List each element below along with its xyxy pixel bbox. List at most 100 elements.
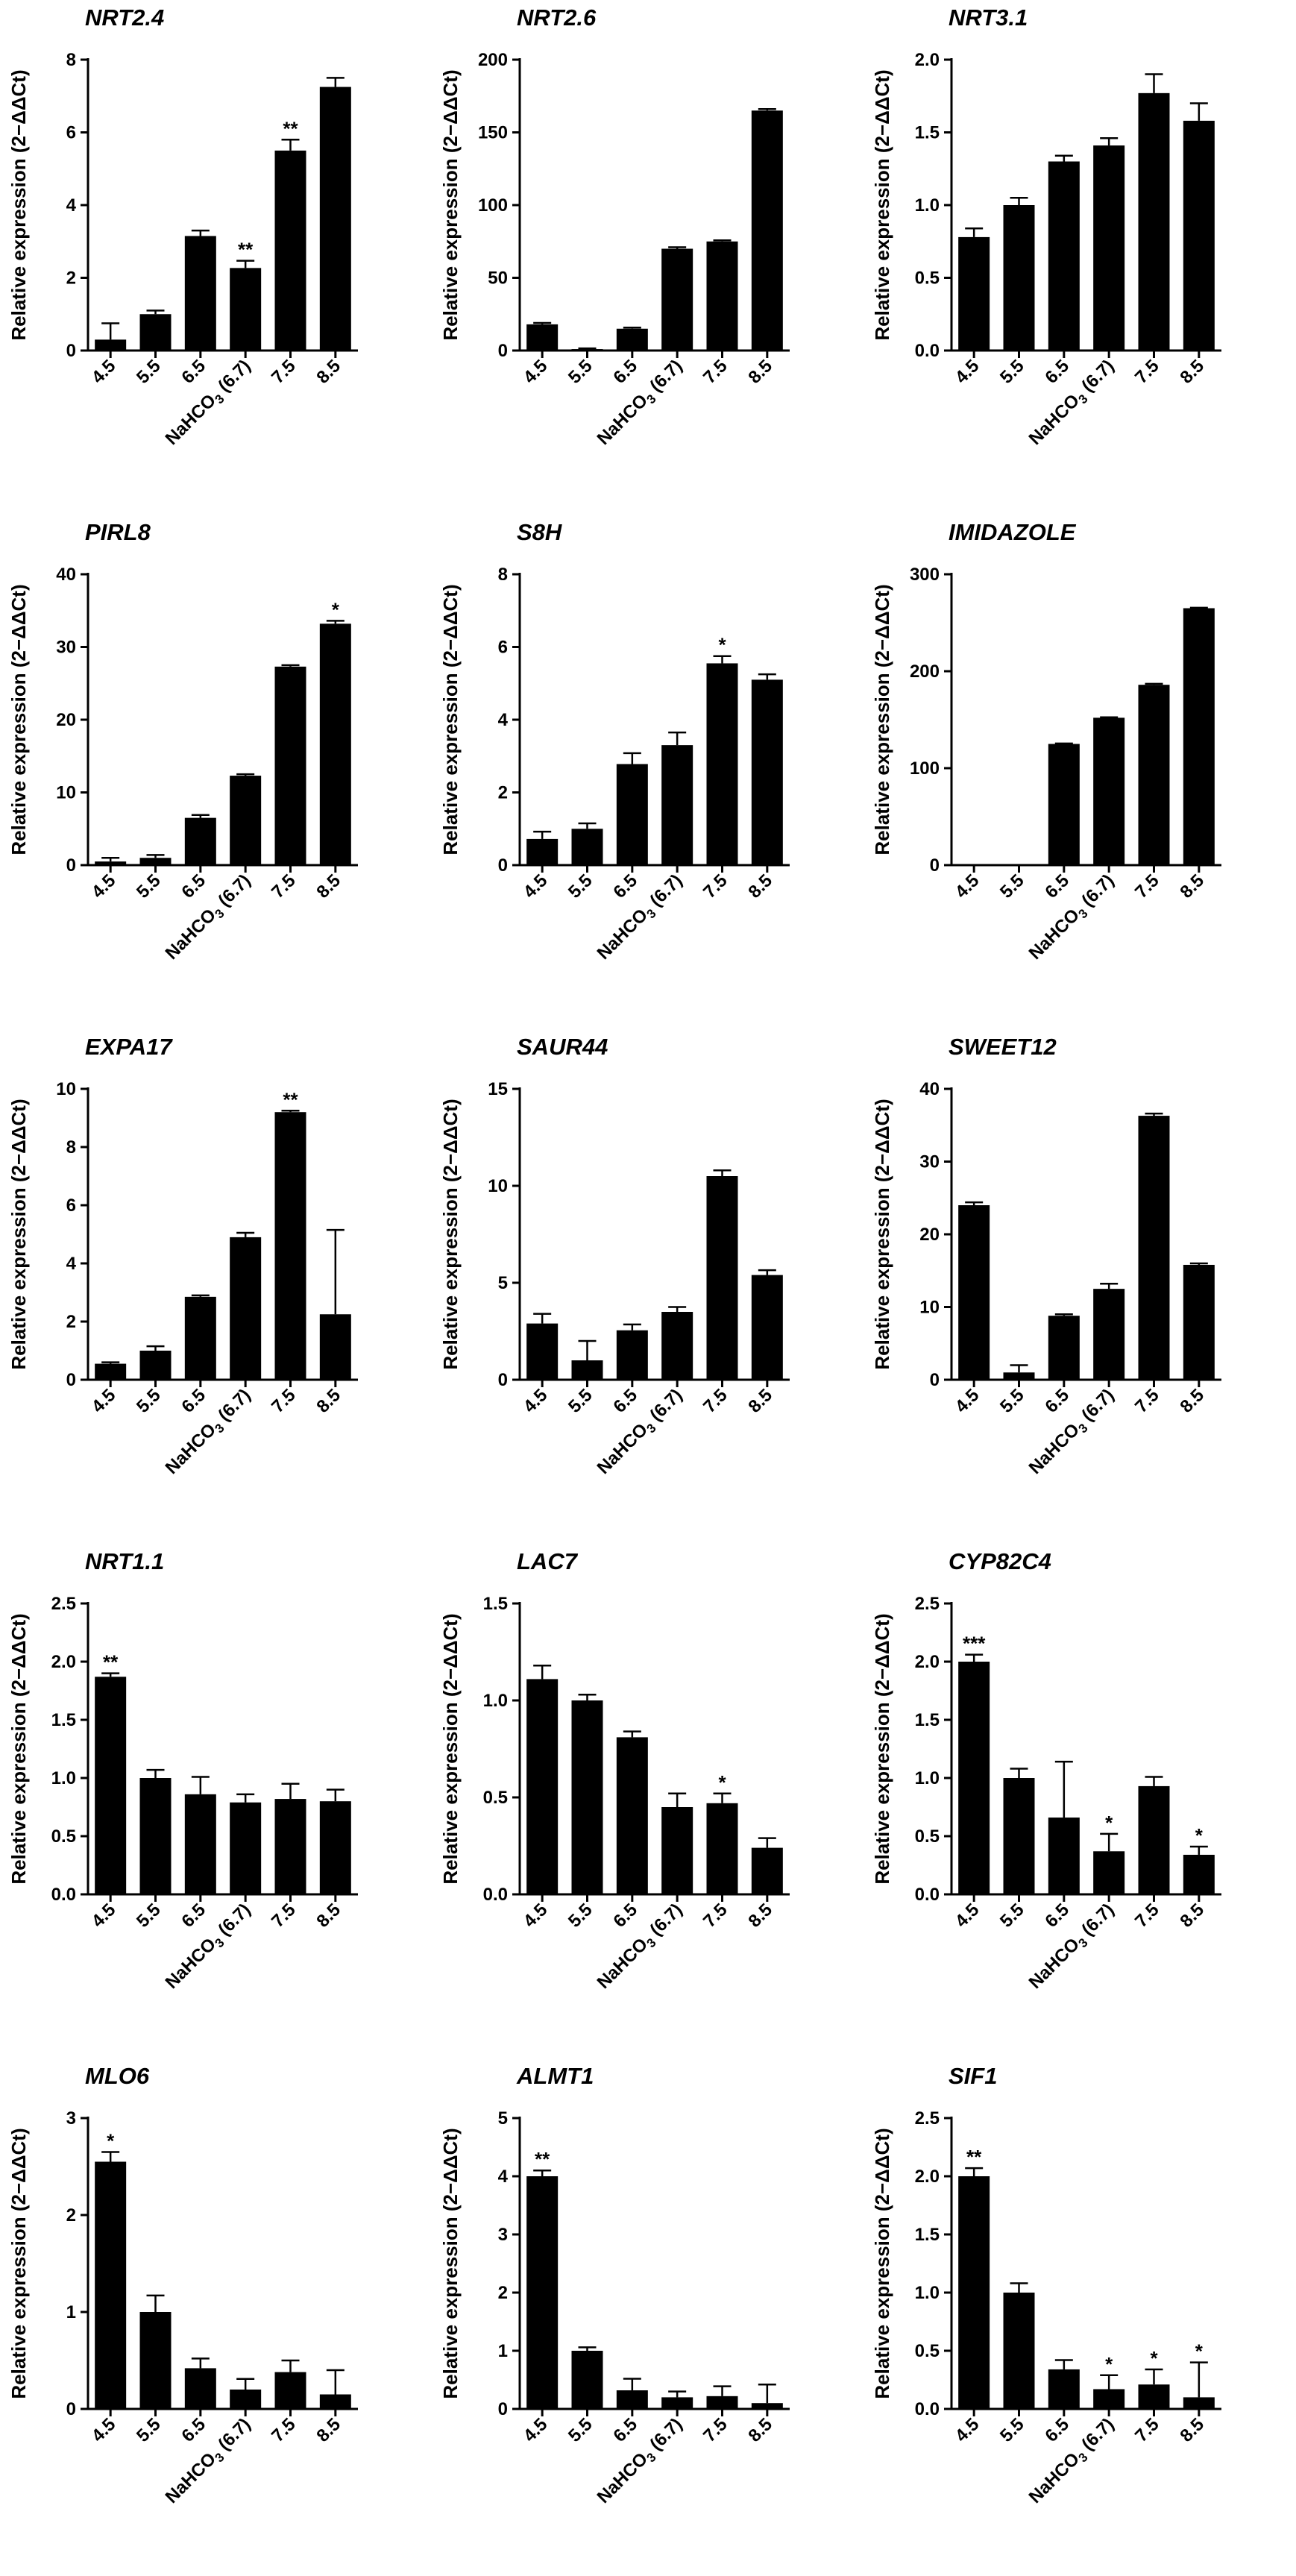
x-tick-label: 5.5 [564, 356, 597, 388]
significance-label: * [107, 2130, 115, 2152]
x-tick-label: 5.5 [996, 870, 1028, 902]
bar [751, 1847, 783, 1894]
chart-panel-nrt2-6: NRT2.6 Relative expression (2−ΔΔCt) 0 50 100… [432, 0, 864, 515]
y-tick-label: 0 [66, 2399, 76, 2419]
x-tick-label: 5.5 [564, 870, 597, 902]
bar [1138, 1785, 1170, 1894]
y-tick-label: 5 [498, 1273, 508, 1293]
chart-panel-cyp82c4: CYP82C4 Relative expression (2−ΔΔCt) 0.0 0.… [864, 1544, 1295, 2058]
bar [1138, 92, 1170, 351]
chart-panel-nrt1-1: NRT1.1 Relative expression (2−ΔΔCt) 0.0 0.5… [0, 1544, 432, 2058]
x-tick-label: 4.5 [951, 2414, 984, 2446]
chart-panel-sweet12: SWEET12 Relative expression (2−ΔΔCt) 0 10 20… [864, 1029, 1295, 1544]
x-tick-label: 6.5 [609, 1900, 641, 1932]
y-axis-label: Relative expression (2−ΔΔCt) [871, 584, 893, 855]
bar [526, 2176, 559, 2409]
bar [751, 2403, 783, 2409]
x-tick-label: 7.5 [699, 356, 732, 388]
chart-title: EXPA17 [85, 1034, 173, 1060]
bar [230, 776, 262, 865]
x-tick-label: 6.5 [1041, 356, 1073, 388]
bar [274, 666, 306, 865]
bar [1048, 161, 1080, 351]
x-tick-label: 6.5 [177, 356, 210, 388]
bar [230, 1802, 262, 1894]
y-tick-label: 4 [498, 2167, 509, 2187]
y-tick-label: 4 [66, 195, 77, 216]
significance-label: ** [283, 1088, 298, 1110]
chart-panel-nrt2-4: NRT2.4 Relative expression (2−ΔΔCt) 0 2 4 6 8 4… [0, 0, 432, 515]
bar [184, 236, 216, 351]
y-tick-label: 1.0 [51, 1768, 76, 1788]
y-tick-label: 0 [498, 1370, 508, 1390]
x-tick-label: 8.5 [312, 1900, 345, 1932]
y-tick-label: 2 [498, 2283, 508, 2303]
x-tick-label: 7.5 [1131, 1385, 1163, 1417]
y-tick-label: 0 [66, 855, 76, 876]
x-tick-label: 4.5 [951, 1385, 984, 1417]
x-tick-label: 5.5 [564, 1385, 597, 1417]
bar [139, 1351, 172, 1380]
y-tick-label: 2 [66, 268, 76, 289]
bar [616, 328, 648, 351]
bar [1048, 1818, 1080, 1894]
y-tick-label: 0.5 [483, 1788, 508, 1808]
y-axis-label: Relative expression (2−ΔΔCt) [871, 1099, 893, 1369]
y-axis-label: Relative expression (2−ΔΔCt) [439, 69, 462, 340]
y-tick-label: 6 [498, 638, 508, 658]
bar [319, 2394, 351, 2409]
x-tick-label: 8.5 [744, 1900, 776, 1932]
x-tick-label: 7.5 [699, 1900, 732, 1932]
x-tick-label: 6.5 [177, 870, 210, 902]
bar [1003, 1778, 1035, 1894]
bar [1048, 744, 1080, 865]
y-tick-label: 1.5 [915, 1710, 940, 1730]
bar [1183, 608, 1215, 865]
x-tick-label: 7.5 [268, 356, 300, 388]
y-tick-label: 1.5 [915, 123, 940, 143]
bar [274, 1112, 306, 1380]
x-tick-label: 5.5 [564, 1900, 597, 1932]
y-tick-label: 0 [498, 2399, 508, 2419]
bar [184, 2368, 216, 2409]
bar-chart: PIRL8 Relative expression (2−ΔΔCt) 0 10 20 30… [7, 519, 358, 966]
y-tick-label: 2 [66, 1312, 76, 1332]
bar [526, 838, 559, 865]
bar [706, 1803, 738, 1894]
y-tick-label: 10 [919, 1298, 940, 1318]
bar [95, 1677, 127, 1894]
y-tick-label: 0 [66, 1370, 76, 1390]
y-tick-label: 0 [930, 855, 940, 876]
bar [571, 1700, 603, 1894]
chart-panel-saur44: SAUR44 Relative expression (2−ΔΔCt) 0 5 10 15… [432, 1029, 864, 1544]
y-tick-label: 2.0 [51, 1652, 76, 1672]
bar-chart: NRT1.1 Relative expression (2−ΔΔCt) 0.0 0.5… [7, 1548, 358, 1995]
x-tick-label: 8.5 [1176, 356, 1208, 388]
x-tick-label: 5.5 [133, 870, 165, 902]
y-tick-label: 30 [56, 638, 76, 658]
y-tick-label: 2.5 [915, 1594, 940, 1614]
x-tick-label: 7.5 [699, 2414, 732, 2446]
bar [1093, 145, 1125, 351]
bar [571, 2351, 603, 2409]
bar [751, 679, 783, 865]
y-tick-label: 1 [66, 2302, 76, 2322]
bar [526, 1323, 559, 1380]
y-tick-label: 2.0 [915, 1652, 940, 1672]
bar [616, 1330, 648, 1380]
x-tick-label: 4.5 [951, 1900, 984, 1932]
x-tick-label: 4.5 [520, 356, 552, 388]
y-tick-label: 0.0 [915, 2399, 940, 2419]
x-tick-label: 8.5 [1176, 2414, 1208, 2446]
chart-panel-mlo6: MLO6 Relative expression (2−ΔΔCt) 0 1 2 3 * 4.5… [0, 2058, 432, 2573]
y-tick-label: 1 [498, 2341, 508, 2361]
x-tick-label: 8.5 [744, 870, 776, 902]
bar [751, 1275, 783, 1380]
chart-panel-pirl8: PIRL8 Relative expression (2−ΔΔCt) 0 10 20 30… [0, 515, 432, 1029]
bar [661, 2397, 693, 2409]
y-tick-label: 4 [66, 1254, 77, 1274]
x-tick-label: 8.5 [744, 356, 776, 388]
chart-title: MLO6 [85, 2063, 150, 2089]
bar [751, 110, 783, 351]
y-tick-label: 0.5 [915, 2341, 940, 2361]
